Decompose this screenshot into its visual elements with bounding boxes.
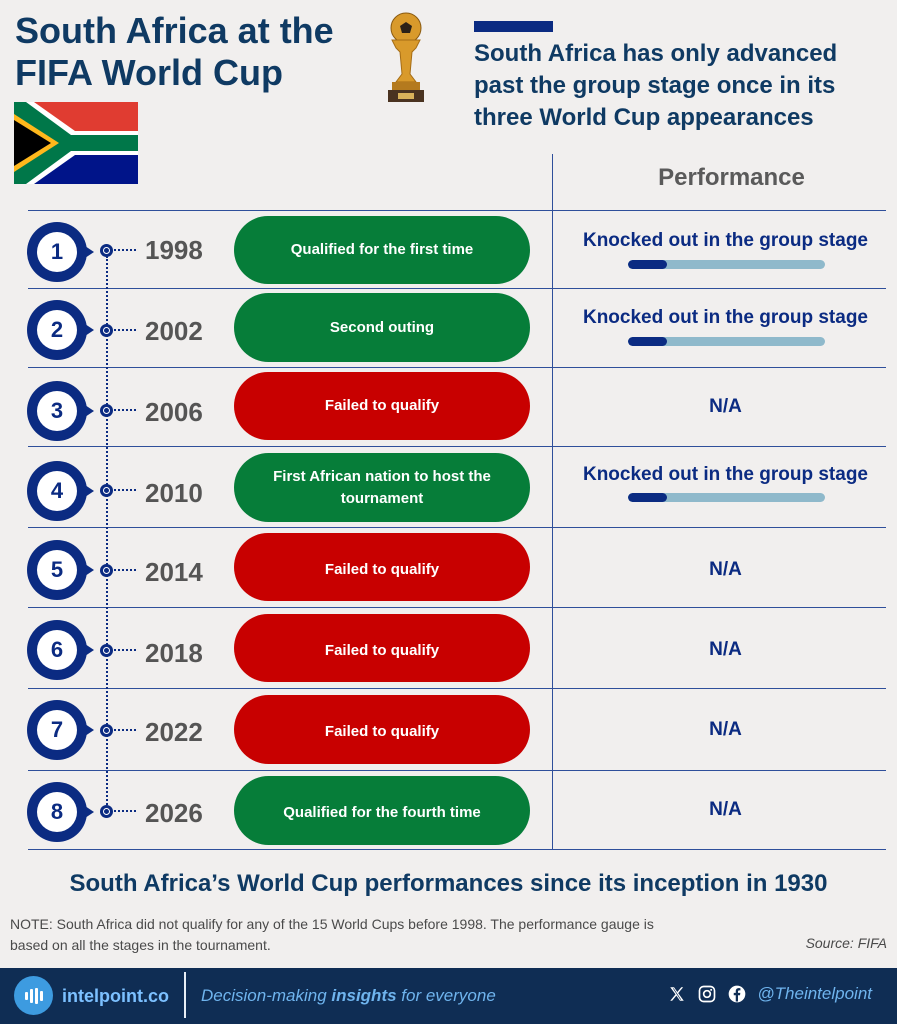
timeline-dot-icon [100, 244, 113, 257]
page-title: South Africa at the FIFA World Cup [15, 10, 334, 93]
column-divider [552, 154, 553, 850]
timeline-dot-icon [100, 564, 113, 577]
performance-text: Knocked out in the group stage [582, 307, 868, 328]
instagram-icon[interactable] [697, 984, 717, 1004]
year-label: 2026 [145, 798, 203, 828]
timeline-connector [114, 329, 136, 331]
year-label: 2018 [145, 638, 203, 668]
footer: intelpoint.co Decision-making insights f… [0, 968, 897, 1024]
year-label: 1998 [145, 235, 203, 265]
brand-link[interactable]: intelpoint.co [62, 986, 169, 1006]
timeline-connector [114, 569, 136, 571]
year-label: 2014 [145, 557, 203, 587]
gauge-fill [628, 337, 668, 346]
row-divider [28, 849, 886, 850]
timeline-connector [114, 649, 136, 651]
row-divider [28, 288, 886, 289]
chart-caption: South Africa’s World Cup performances si… [69, 870, 828, 897]
row-divider [28, 367, 886, 368]
year-label: 2002 [145, 316, 203, 346]
timeline-dot-icon [100, 324, 113, 337]
status-pill: Failed to qualify [234, 614, 530, 682]
row-number-badge: 4 [27, 461, 94, 521]
gauge-fill [628, 493, 668, 502]
row-divider [28, 446, 886, 447]
facebook-icon[interactable] [727, 984, 747, 1004]
status-pill: Failed to qualify [234, 533, 530, 601]
performance-gauge [628, 493, 825, 502]
performance-text: Knocked out in the group stage [582, 464, 868, 485]
performance-column-header: Performance [658, 164, 805, 191]
timeline-dot-icon [100, 644, 113, 657]
performance-text: N/A [709, 559, 742, 580]
status-pill: Qualified for the fourth time [234, 776, 530, 845]
performance-text: N/A [709, 719, 742, 740]
timeline-line [106, 256, 108, 812]
gauge-fill [628, 260, 668, 269]
performance-text: N/A [709, 396, 742, 417]
footer-divider [184, 972, 186, 1018]
x-icon[interactable] [667, 984, 687, 1004]
row-number-badge: 5 [27, 540, 94, 600]
row-divider [28, 210, 886, 211]
south-africa-flag-icon [14, 102, 138, 184]
timeline-connector [114, 409, 136, 411]
subtitle: South Africa has only advanced past the … [474, 40, 838, 131]
year-label: 2022 [145, 717, 203, 747]
status-pill: Failed to qualify [234, 372, 530, 440]
year-label: 2010 [145, 478, 203, 508]
row-divider [28, 688, 886, 689]
subtitle-accent-bar [474, 21, 553, 32]
source-label: Source: FIFA [805, 935, 887, 951]
row-divider [28, 607, 886, 608]
footnote: NOTE: South Africa did not qualify for a… [10, 916, 654, 953]
performance-gauge [628, 260, 825, 269]
timeline-connector [114, 489, 136, 491]
status-pill: Second outing [234, 293, 530, 362]
row-divider [28, 770, 886, 771]
performance-gauge [628, 337, 825, 346]
social-links: @Theintelpoint [667, 984, 872, 1004]
row-number-badge: 8 [27, 782, 94, 842]
performance-text: N/A [709, 799, 742, 820]
tagline: Decision-making insights for everyone [201, 986, 496, 1005]
timeline-dot-icon [100, 484, 113, 497]
row-number-badge: 2 [27, 300, 94, 360]
row-number-badge: 1 [27, 222, 94, 282]
timeline-connector [114, 810, 136, 812]
social-handle[interactable]: @Theintelpoint [757, 984, 872, 1003]
row-number-badge: 3 [27, 381, 94, 441]
status-pill: First African nation to host the tournam… [234, 453, 530, 522]
intelpoint-logo-icon[interactable] [14, 976, 53, 1015]
year-label: 2006 [145, 397, 203, 427]
timeline-connector [114, 249, 136, 251]
trophy-icon [388, 12, 424, 102]
timeline-connector [114, 729, 136, 731]
performance-text: Knocked out in the group stage [582, 230, 868, 251]
timeline-dot-icon [100, 805, 113, 818]
row-number-badge: 6 [27, 620, 94, 680]
row-number-badge: 7 [27, 700, 94, 760]
performance-text: N/A [709, 639, 742, 660]
status-pill: Failed to qualify [234, 695, 530, 764]
status-pill: Qualified for the first time [234, 216, 530, 284]
timeline-dot-icon [100, 724, 113, 737]
row-divider [28, 527, 886, 528]
timeline-dot-icon [100, 404, 113, 417]
